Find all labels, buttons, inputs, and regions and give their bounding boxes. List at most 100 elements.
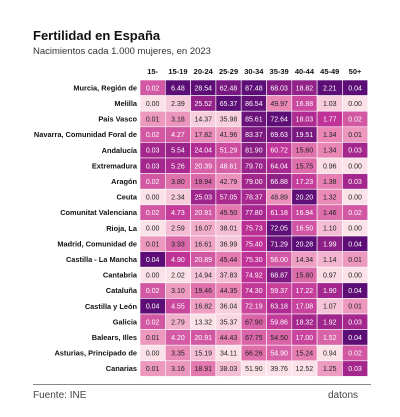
cell-value: 0.04 (348, 335, 362, 342)
cell-value: 41.96 (220, 132, 238, 139)
column-header: 40-44 (295, 67, 315, 76)
cell-value: 20.89 (194, 257, 212, 264)
row-label: Rioja, La (106, 224, 138, 233)
cell-value: 17.00 (296, 335, 314, 342)
cell-value: 2.79 (171, 319, 185, 326)
cell-value: 4.90 (171, 257, 185, 264)
cell-value: 15.75 (296, 163, 314, 170)
cell-value: 74.30 (245, 288, 263, 295)
cell-value: 0.00 (146, 226, 160, 233)
cell-value: 38.03 (220, 366, 238, 373)
cell-value: 0.00 (146, 273, 160, 280)
source-label: Fuente: INE (33, 390, 87, 401)
cell-value: 81.90 (245, 148, 263, 155)
heatmap-cell (342, 360, 368, 377)
cell-value: 0.00 (348, 195, 362, 202)
cell-value: 0.00 (348, 163, 362, 170)
cell-value: 72.64 (270, 117, 288, 124)
cell-value: 4.20 (171, 335, 185, 342)
row-label: Andalucía (102, 146, 138, 155)
cell-value: 35.98 (220, 117, 238, 124)
chart-subtitle: Nacimientos cada 1.000 mujeres, en 2023 (33, 46, 211, 57)
cell-value: 71.29 (270, 241, 288, 248)
cell-value: 0.01 (146, 335, 160, 342)
cell-value: 48.61 (220, 163, 238, 170)
cell-value: 14.34 (296, 257, 314, 264)
cell-value: 13.32 (194, 319, 212, 326)
cell-value: 19.94 (194, 179, 212, 186)
row-label: Balears, Illes (92, 333, 137, 342)
row-label: Extremadura (92, 161, 138, 170)
column-header: 50+ (349, 67, 362, 76)
row-label: Cantabria (103, 271, 138, 280)
cell-value: 1.32 (323, 195, 337, 202)
cell-value: 67.75 (245, 335, 263, 342)
cell-value: 0.02 (146, 319, 160, 326)
cell-value: 2.39 (171, 101, 185, 108)
cell-value: 0.02 (146, 85, 160, 92)
cell-value: 0.01 (146, 241, 160, 248)
cell-value: 0.00 (146, 351, 160, 358)
cell-value: 56.00 (270, 257, 288, 264)
cell-value: 18.91 (194, 366, 212, 373)
cell-value: 0.03 (146, 163, 160, 170)
cell-value: 1.99 (323, 241, 337, 248)
cell-value: 1.90 (323, 288, 337, 295)
cell-value: 38.01 (220, 226, 238, 233)
cell-value: 45.50 (220, 210, 238, 217)
cell-value: 0.94 (323, 351, 337, 358)
cell-value: 0.03 (146, 148, 160, 155)
cell-value: 74.92 (245, 273, 263, 280)
cell-value: 51.29 (220, 148, 238, 155)
cell-value: 15.80 (296, 273, 314, 280)
cell-value: 2.21 (323, 85, 337, 92)
cell-value: 28.54 (194, 85, 212, 92)
cell-value: 72.19 (245, 304, 263, 311)
cell-value: 4.73 (171, 210, 185, 217)
cell-value: 3.16 (171, 366, 185, 373)
cell-value: 0.03 (348, 319, 362, 326)
cell-value: 6.48 (171, 85, 185, 92)
cell-value: 4.55 (171, 304, 185, 311)
row-label: Melilla (114, 99, 137, 108)
brand-label: datons (328, 390, 359, 401)
cell-value: 78.37 (245, 195, 263, 202)
row-label: Asturias, Principado de (54, 349, 137, 358)
cell-value: 24.04 (194, 148, 212, 155)
row-label: Castilla y León (85, 302, 138, 311)
cell-value: 20.91 (194, 210, 212, 217)
cell-value: 85.61 (245, 117, 263, 124)
cell-value: 16.94 (296, 210, 314, 217)
column-header: 15-19 (168, 67, 187, 76)
cell-value: 0.01 (146, 117, 160, 124)
cell-value: 17.82 (194, 132, 212, 139)
row-label: Aragón (111, 177, 137, 186)
cell-value: 18.03 (296, 117, 314, 124)
cell-value: 79.70 (245, 163, 263, 170)
cell-value: 57.05 (220, 195, 238, 202)
column-header: 15- (147, 67, 158, 76)
cell-value: 18.32 (296, 319, 314, 326)
cell-value: 1.52 (323, 335, 337, 342)
cell-value: 0.02 (348, 351, 362, 358)
cell-value: 44.43 (220, 335, 238, 342)
cell-value: 1.38 (323, 179, 337, 186)
cell-value: 54.50 (270, 335, 288, 342)
cell-value: 0.03 (348, 179, 362, 186)
cell-value: 44.35 (220, 288, 238, 295)
cell-value: 0.02 (146, 179, 160, 186)
cell-value: 0.01 (348, 257, 362, 264)
cell-value: 3.18 (171, 117, 185, 124)
row-label: País Vasco (98, 115, 137, 124)
cell-value: 0.04 (348, 85, 362, 92)
row-label: Canarias (106, 364, 137, 373)
row-label: Madrid, Comunidad de (57, 239, 137, 248)
cell-value: 0.04 (146, 257, 160, 264)
cell-value: 0.01 (348, 132, 362, 139)
cell-value: 48.89 (270, 195, 288, 202)
column-header: 35-39 (270, 67, 289, 76)
cell-value: 54.90 (270, 351, 288, 358)
row-label: Cataluña (106, 286, 138, 295)
cell-value: 75.73 (245, 226, 263, 233)
